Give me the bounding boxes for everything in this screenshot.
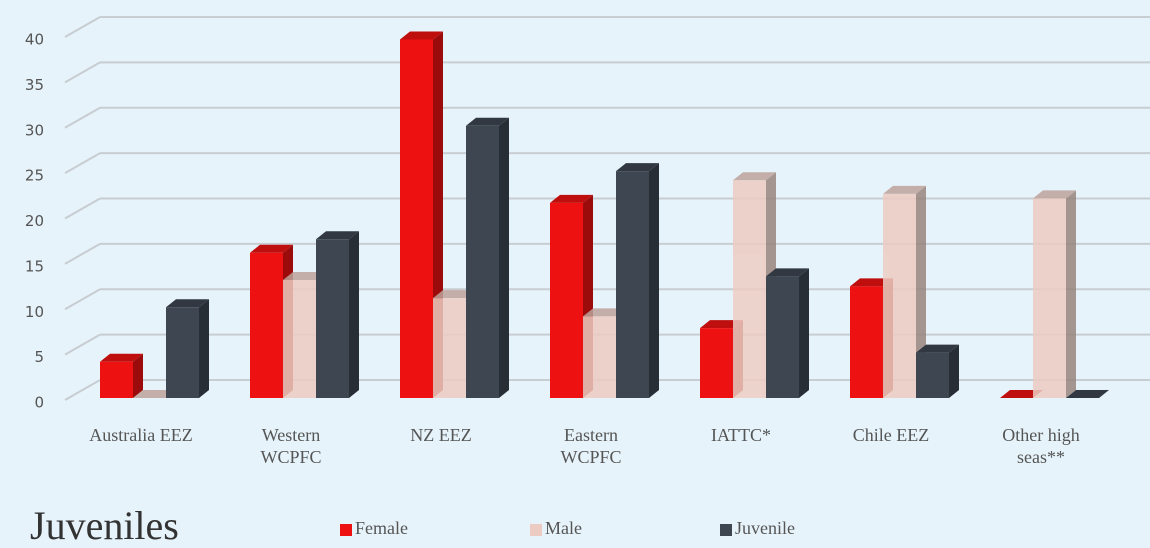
bar-top [283,272,326,281]
bar-side [949,344,959,398]
legend-swatch [340,524,352,536]
y-tick-label: 10 [25,303,44,321]
y-tick-label: 5 [34,348,44,366]
bar [466,117,509,398]
bar-top [616,163,659,172]
bar [100,353,143,398]
bar [166,299,209,398]
bar-side [1066,190,1076,398]
grid-line [64,288,101,311]
bar-front [616,171,649,398]
x-tick-label: Chile EEZ [852,425,930,445]
bar-top [1000,390,1043,398]
bar [616,163,659,398]
grid-line [64,379,101,401]
bar-front [466,125,499,398]
bar-front [550,202,583,398]
bar [766,268,809,398]
x-tick-label: Australia EEZ [89,425,193,445]
bar-top [583,308,626,317]
y-tick-label: 40 [25,31,44,49]
bar-top [733,172,776,181]
x-tick-label: Other high seas** [1002,425,1080,467]
bar-side [916,185,926,398]
bar-front [166,307,199,398]
chart-title: Juveniles [30,503,179,548]
x-tick-label: Western WCPFC [260,425,322,467]
bar [916,344,959,398]
bar-front [400,39,433,398]
bar-top [916,344,959,353]
bar-top [400,31,443,40]
bar-top [550,194,593,203]
bar-top [1066,390,1109,398]
bar-top [133,390,176,398]
bar-top [466,117,509,126]
y-tick-label: 20 [25,212,44,230]
bar-front [766,276,799,398]
y-tick-label: 35 [25,76,44,94]
bar-front [100,361,133,398]
grid-line [64,16,101,38]
bar-top [883,185,926,194]
bar-top [433,290,476,299]
bar-top [316,231,359,240]
bar-front [316,239,349,398]
bar-front [250,252,283,398]
bar-front [283,280,316,398]
bar-top [166,299,209,308]
bar-top [700,320,743,329]
bar-side [349,231,359,398]
y-tick-label: 15 [25,257,44,275]
bar-front [583,316,616,398]
legend-label: Juvenile [735,518,795,538]
bar-side [133,353,143,398]
grid-line [64,61,101,84]
legend-swatch [530,524,542,536]
bar-top [1033,190,1076,199]
grid-line [64,152,101,174]
bar [883,185,926,398]
grid-line [64,243,101,265]
y-tick-label: 30 [25,121,44,139]
bar-front [433,298,466,398]
bar-side [199,299,209,398]
y-tick-label: 0 [34,394,44,412]
bar [1066,390,1109,398]
grid-line [64,333,101,356]
bar-top [850,278,893,287]
legend-swatch [720,524,732,536]
bar-front [1033,198,1066,398]
grid-line [64,106,101,129]
bar-front [700,328,733,398]
grid-line [64,197,101,220]
bar [133,390,176,398]
legend-label: Male [545,518,582,538]
bar-top [250,244,293,253]
legend-label: Female [355,518,408,538]
x-tick-label: NZ EEZ [410,425,472,445]
bar-front [850,286,883,398]
bar-top [100,353,143,362]
bar-side [799,268,809,398]
bar [1000,390,1043,398]
bar-front [883,193,916,398]
bar-front [916,352,949,398]
bar-front [733,180,766,398]
bar-side [649,163,659,398]
bar-top [766,268,809,277]
bar [316,231,359,398]
bar-side [499,117,509,398]
x-tick-label: IATTC* [711,425,771,445]
y-tick-label: 25 [25,167,44,185]
bar [1033,190,1076,398]
x-tick-label: Eastern WCPFC [560,425,622,467]
